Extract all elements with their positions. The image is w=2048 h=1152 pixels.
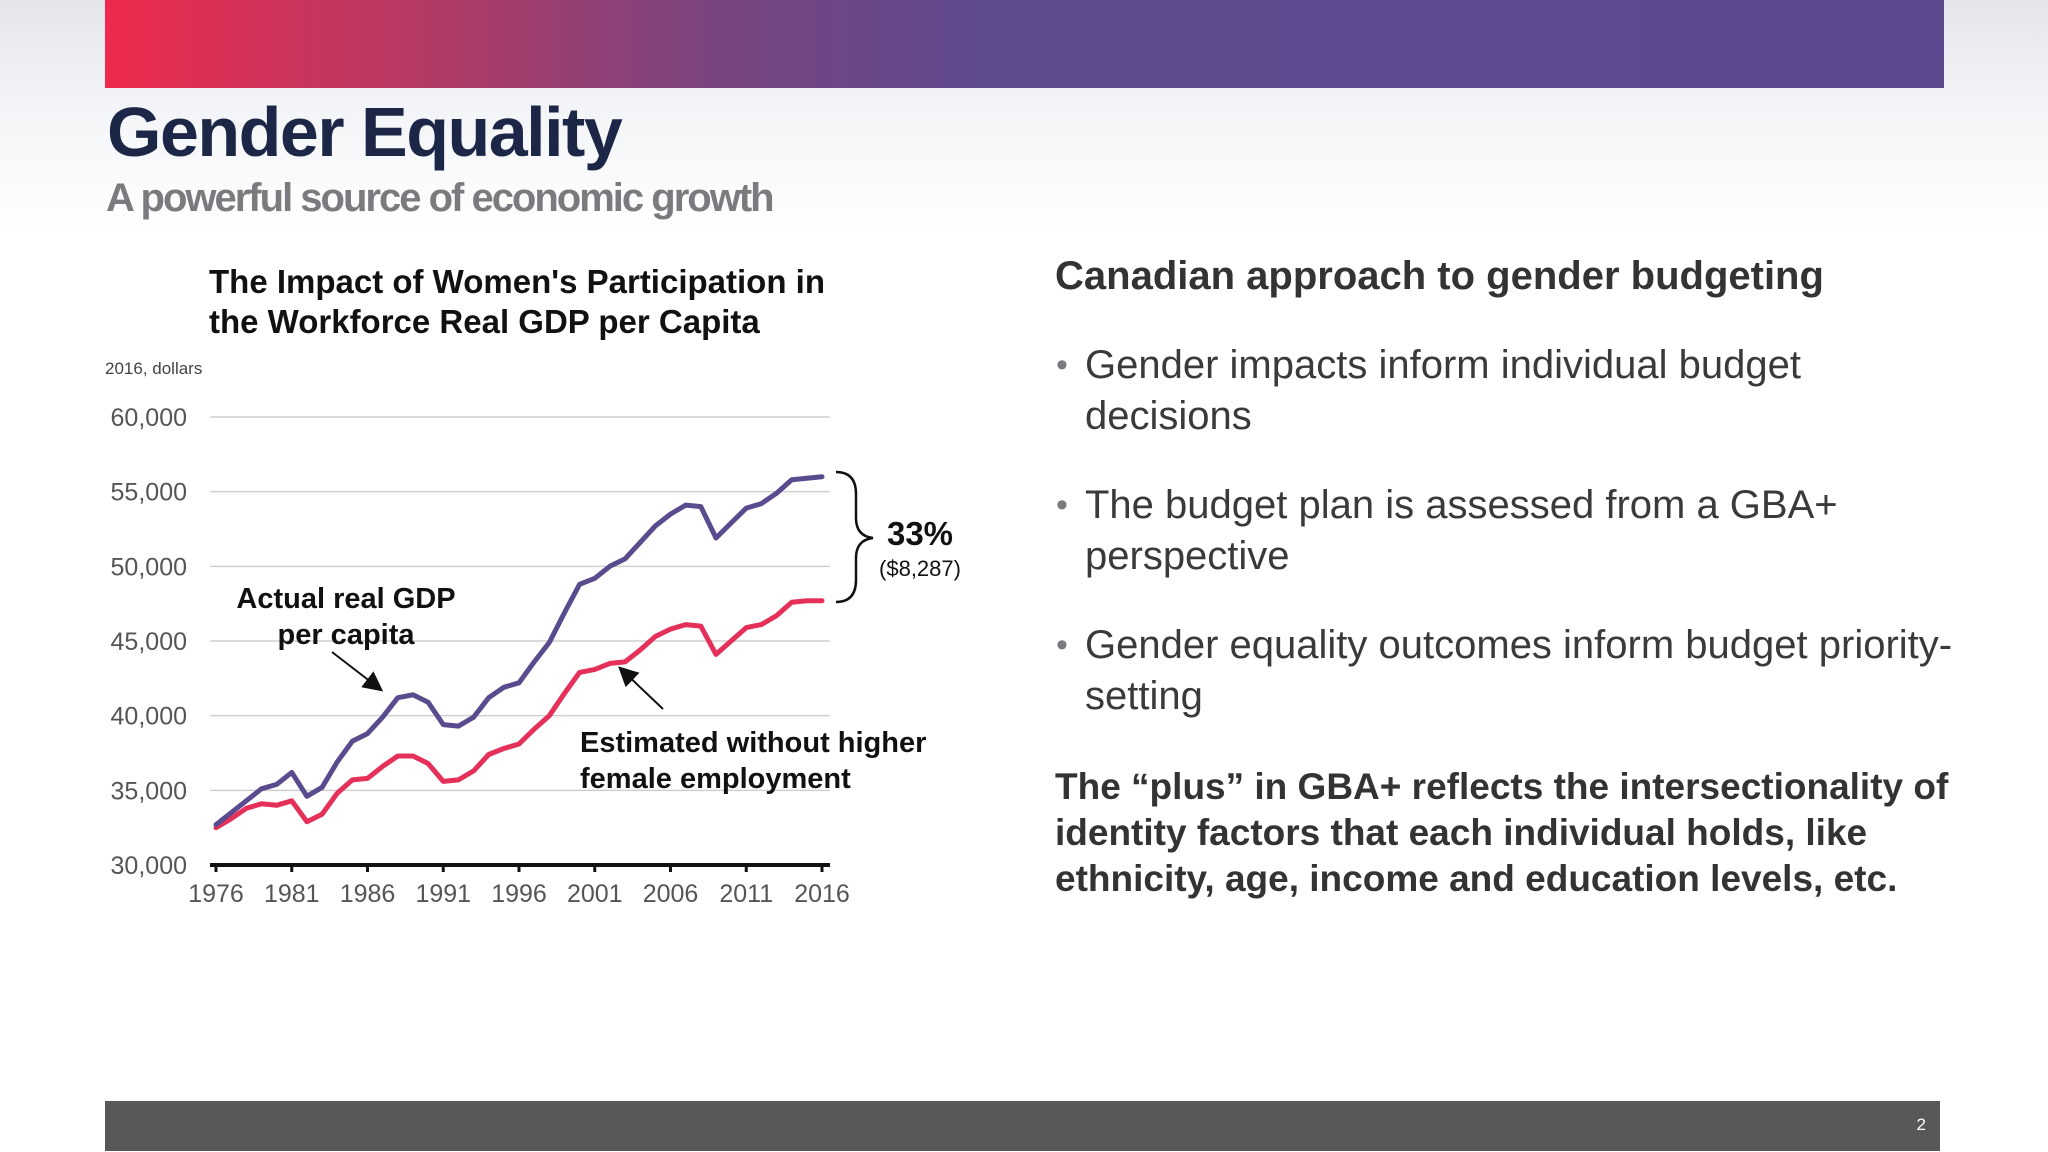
x-tick-label: 1996 — [491, 880, 547, 908]
unit-label: 2016, dollars — [105, 359, 202, 378]
y-tick-label: 50,000 — [111, 553, 187, 581]
page-number: 2 — [1916, 1115, 1926, 1134]
estimated-series-arrow — [618, 666, 664, 710]
bullet-dot-icon: • — [1056, 626, 1068, 664]
series-line-actual — [213, 474, 825, 828]
slide-title: Gender Equality — [107, 93, 623, 171]
slide-subtitle: A powerful source of economic growth — [106, 176, 775, 220]
actual-series-label-line-1: Actual real GDP — [236, 583, 455, 615]
chart-title-line-2: the Workforce Real GDP per Capita — [209, 303, 760, 340]
bullet-dot-icon: • — [1056, 346, 1068, 384]
bullet-item-outcomes: • Gender equality outcomes inform budget… — [1055, 620, 1955, 722]
series-lines — [213, 474, 825, 831]
y-tick-label: 45,000 — [111, 628, 187, 656]
y-axis-labels: 60,000 55,000 50,000 45,000 40,000 35,000 30,0… — [111, 404, 187, 880]
x-tick-label: 2011 — [719, 880, 773, 908]
series-line-estimated — [213, 598, 825, 831]
y-tick-label: 30,000 — [111, 852, 187, 880]
x-tick-label: 1986 — [340, 880, 396, 908]
bullet-item-gender-impacts: • Gender impacts inform individual budge… — [1055, 340, 1955, 442]
gap-dollar-label: ($8,287) — [879, 556, 961, 581]
estimated-series-label-line-2: female employment — [580, 763, 851, 795]
y-tick-label: 55,000 — [111, 479, 187, 507]
x-tick-label: 1976 — [188, 880, 244, 908]
estimated-series-label-line-1: Estimated without higher — [580, 727, 926, 759]
bullet-item-budget-plan: • The budget plan is assessed from a GBA… — [1055, 480, 1955, 582]
x-axis: 1976 1981 1986 1991 1996 2001 2006 2011 2016 — [188, 863, 850, 908]
x-tick-label: 2016 — [794, 880, 850, 908]
x-tick-label: 2006 — [643, 880, 699, 908]
gap-percent-label: 33% — [887, 515, 953, 552]
bullet-list: • Gender impacts inform individual budge… — [1055, 340, 1955, 760]
header-gradient-bar — [105, 0, 1944, 88]
gap-brace — [835, 470, 874, 604]
chart-title-line-1: The Impact of Women's Participation in — [209, 263, 825, 300]
gba-plus-note: The “plus” in GBA+ reflects the intersec… — [1055, 766, 1949, 899]
bullet-text: The budget plan is assessed from a GBA+ … — [1085, 483, 1838, 578]
bullet-dot-icon: • — [1056, 486, 1068, 524]
bullet-text: Gender impacts inform individual budget … — [1085, 343, 1801, 438]
right-panel-heading: Canadian approach to gender budgeting — [1055, 254, 1824, 298]
actual-series-label-line-2: per capita — [278, 619, 416, 651]
actual-series-arrow — [331, 651, 384, 692]
y-tick-label: 40,000 — [111, 703, 187, 731]
x-tick-label: 1981 — [264, 880, 320, 908]
footer-bar: 2 — [105, 1101, 1940, 1151]
y-tick-label: 35,000 — [111, 777, 187, 805]
x-tick-label: 1991 — [415, 880, 471, 908]
x-tick-label: 2001 — [567, 880, 623, 908]
bullet-text: Gender equality outcomes inform budget p… — [1085, 623, 1953, 718]
y-tick-label: 60,000 — [111, 404, 187, 432]
